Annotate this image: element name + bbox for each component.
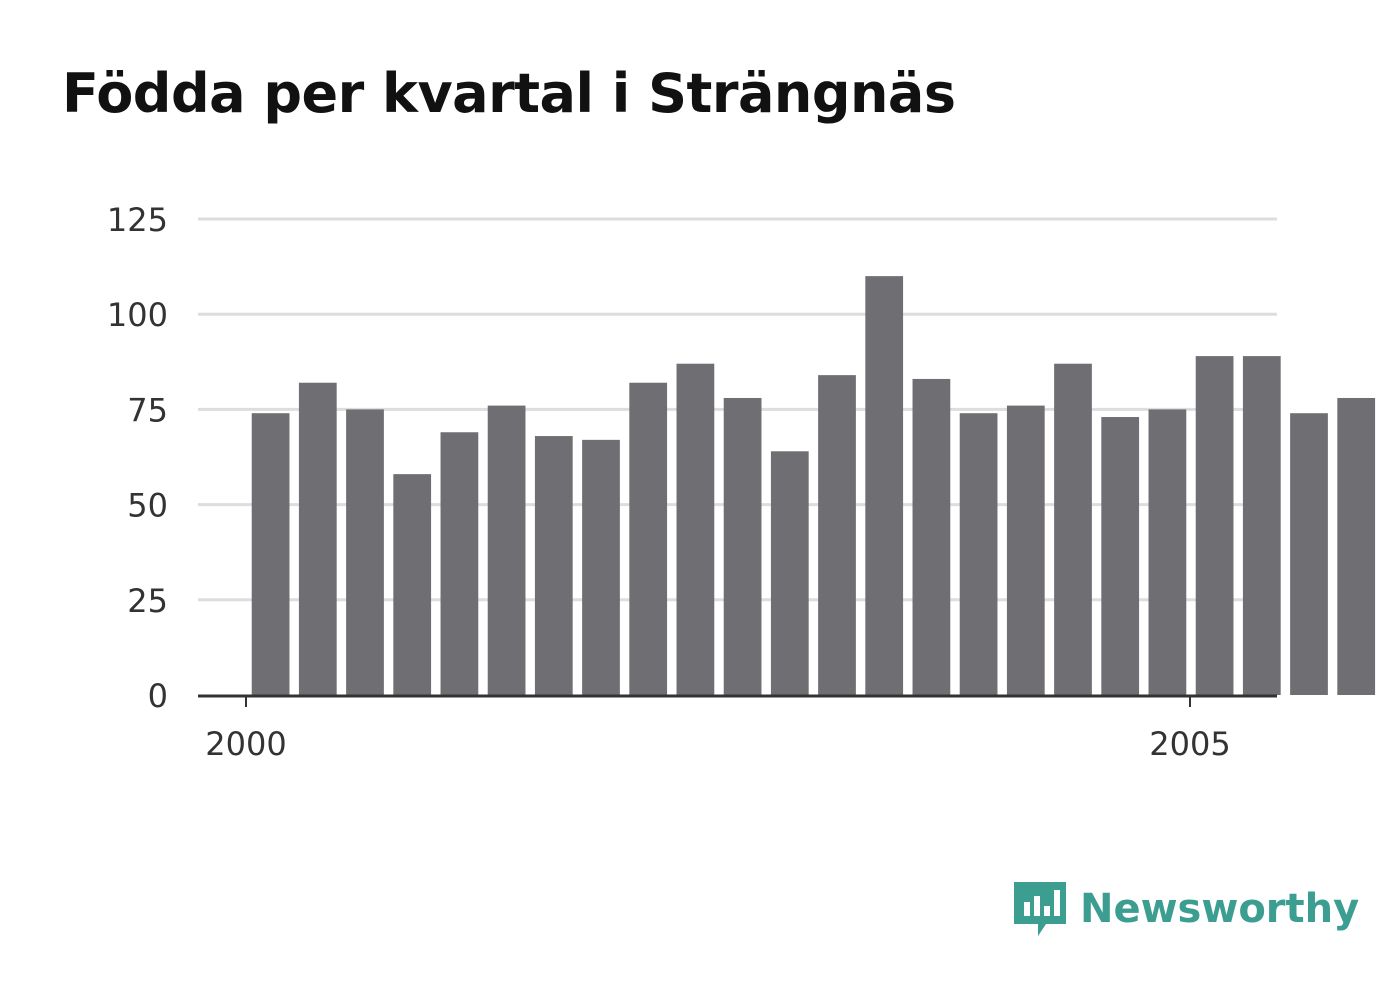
bar [865, 276, 904, 695]
y-tick-label: 125 [107, 201, 168, 239]
bar [534, 436, 573, 695]
bar [487, 405, 526, 695]
bar [959, 413, 998, 695]
bar [912, 378, 951, 695]
bar [1006, 405, 1045, 695]
y-axis-ticks: 0 25 50 75 100 125 [107, 201, 168, 715]
bar [1195, 356, 1234, 695]
bar [1148, 409, 1187, 695]
y-tick-label: 25 [127, 582, 168, 620]
bar [251, 413, 290, 695]
bar [346, 409, 384, 695]
bar [770, 451, 809, 695]
bar [1290, 413, 1328, 695]
x-axis-ticks: 200020052010201520202025 [205, 695, 1231, 763]
newsworthy-logo-icon [1014, 882, 1066, 936]
chart-title: Födda per kvartal i Strängnäs [62, 62, 956, 125]
bar [676, 363, 715, 695]
bar [298, 382, 337, 695]
bar [1054, 363, 1092, 695]
bar [393, 474, 432, 695]
brand-name: Newsworthy [1080, 886, 1360, 932]
bar [1242, 356, 1281, 695]
y-tick-label: 100 [107, 296, 168, 334]
y-tick-label: 75 [127, 391, 168, 429]
x-tick-label: 2005 [1149, 725, 1230, 763]
bar [723, 397, 762, 695]
x-tick-label: 2000 [205, 725, 286, 763]
bar [582, 439, 620, 695]
y-tick-label: 50 [127, 487, 168, 525]
y-tick-label: 0 [148, 677, 168, 715]
brand-logo: Newsworthy [1010, 878, 1359, 940]
bar [818, 375, 856, 695]
bar [629, 382, 668, 695]
bar [440, 432, 479, 695]
bar [1101, 417, 1140, 695]
bar [1337, 397, 1376, 695]
bars [251, 276, 1376, 695]
